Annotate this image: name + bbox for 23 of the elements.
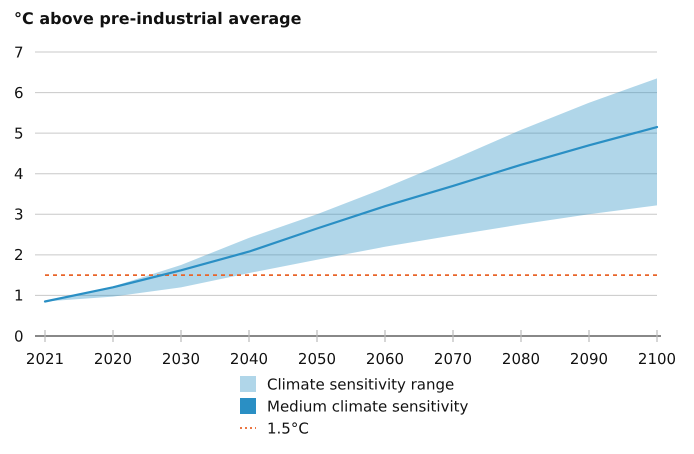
y-tick-label: 6 [14, 84, 24, 102]
y-tick-label: 4 [14, 164, 24, 183]
line-series [44, 126, 658, 303]
chart-title: °C above pre-industrial average [14, 9, 302, 28]
y-tick-label: 2 [14, 246, 24, 264]
x-tick-label: 2080 [502, 350, 540, 368]
x-tick-label: 2090 [570, 350, 608, 368]
y-tick-label: 5 [14, 124, 24, 142]
x-tick-label: 2100 [638, 350, 676, 368]
x-tick-label: 2020 [94, 350, 132, 368]
y-tick-label: 1 [14, 286, 24, 305]
legend-label: 1.5°C [267, 419, 309, 438]
y-tick-label: 3 [14, 206, 24, 224]
x-tick-label: 2040 [230, 350, 268, 368]
text: Climate sensitivity range [267, 375, 454, 394]
y-tick-label: 7 [14, 43, 24, 62]
y-tick-label: 0 [14, 327, 24, 346]
legend-label: Medium climate sensitivity [267, 397, 469, 416]
x-tick-label: 2050 [298, 350, 336, 368]
x-tick-label: 2030 [162, 350, 200, 368]
x-tick-label: 2070 [434, 350, 472, 368]
x-tick-label: 2060 [366, 350, 404, 368]
x-tick-label: 2021 [26, 350, 64, 368]
